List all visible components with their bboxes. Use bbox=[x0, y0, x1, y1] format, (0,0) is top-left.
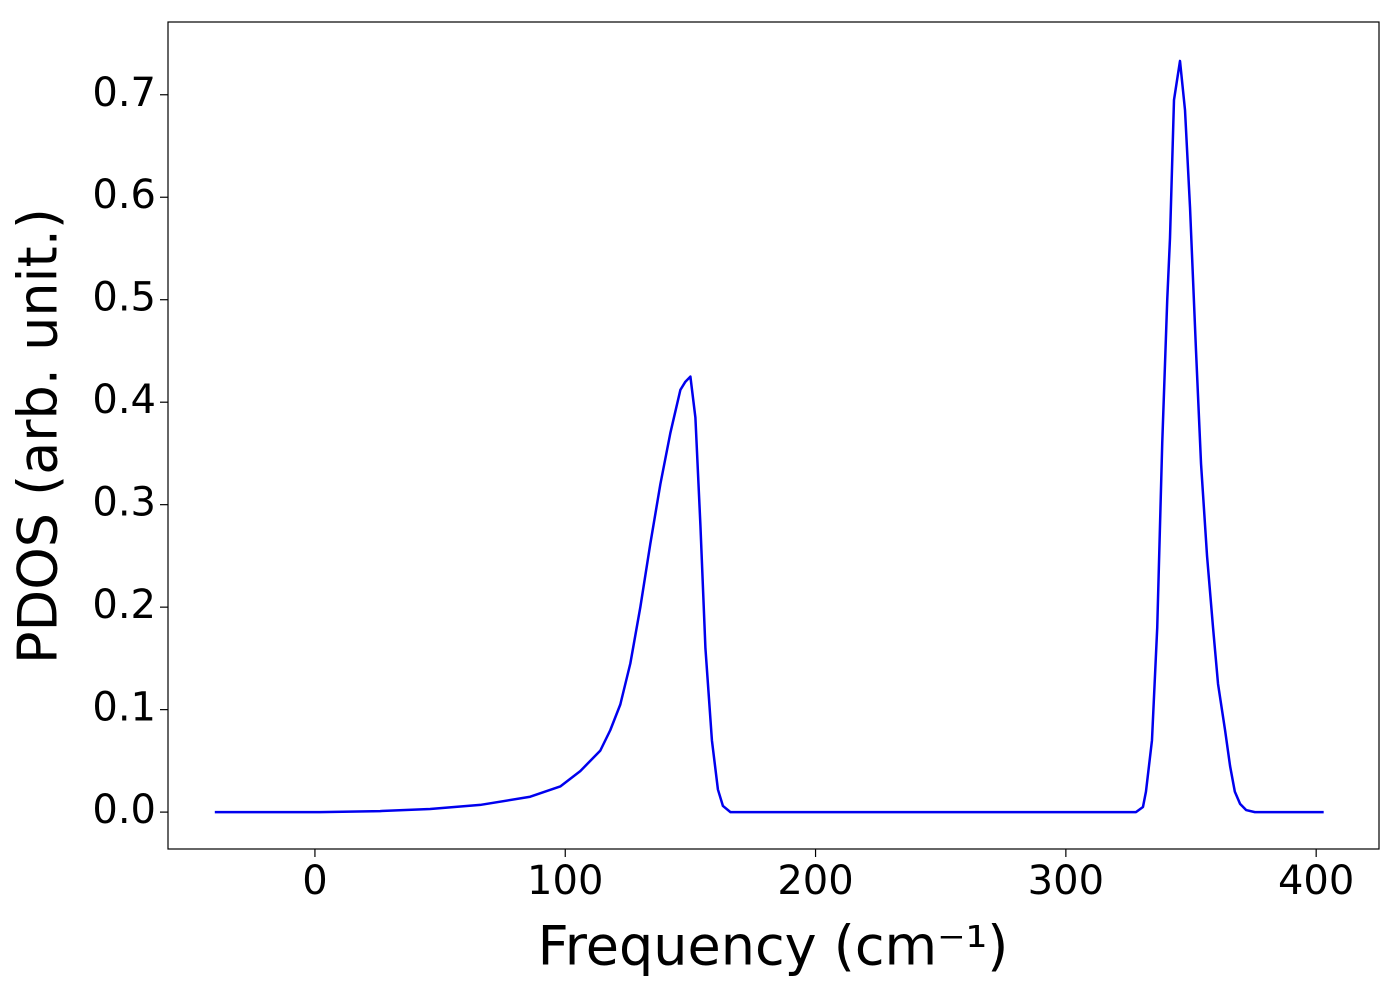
y-axis-label: PDOS (arb. unit.) bbox=[7, 208, 70, 664]
y-tick-label: 0.3 bbox=[92, 480, 156, 526]
y-tick-label: 0.2 bbox=[92, 582, 156, 628]
y-tick-label: 0.4 bbox=[92, 377, 156, 423]
x-tick-label: 100 bbox=[527, 858, 603, 904]
x-tick-label: 200 bbox=[777, 858, 853, 904]
x-tick-label: 0 bbox=[302, 858, 327, 904]
x-tick-label: 300 bbox=[1028, 858, 1104, 904]
plot-frame bbox=[167, 21, 1380, 850]
y-tick-label: 0.6 bbox=[92, 172, 156, 218]
y-tick-label: 0.5 bbox=[92, 275, 156, 321]
x-tick-label: 400 bbox=[1278, 858, 1354, 904]
y-tick-label: 0.1 bbox=[92, 685, 156, 731]
x-axis-label: Frequency (cm⁻¹) bbox=[538, 915, 1009, 978]
line-series bbox=[214, 59, 1324, 814]
y-tick-label: 0.0 bbox=[92, 787, 156, 833]
y-tick-label: 0.7 bbox=[92, 70, 156, 116]
